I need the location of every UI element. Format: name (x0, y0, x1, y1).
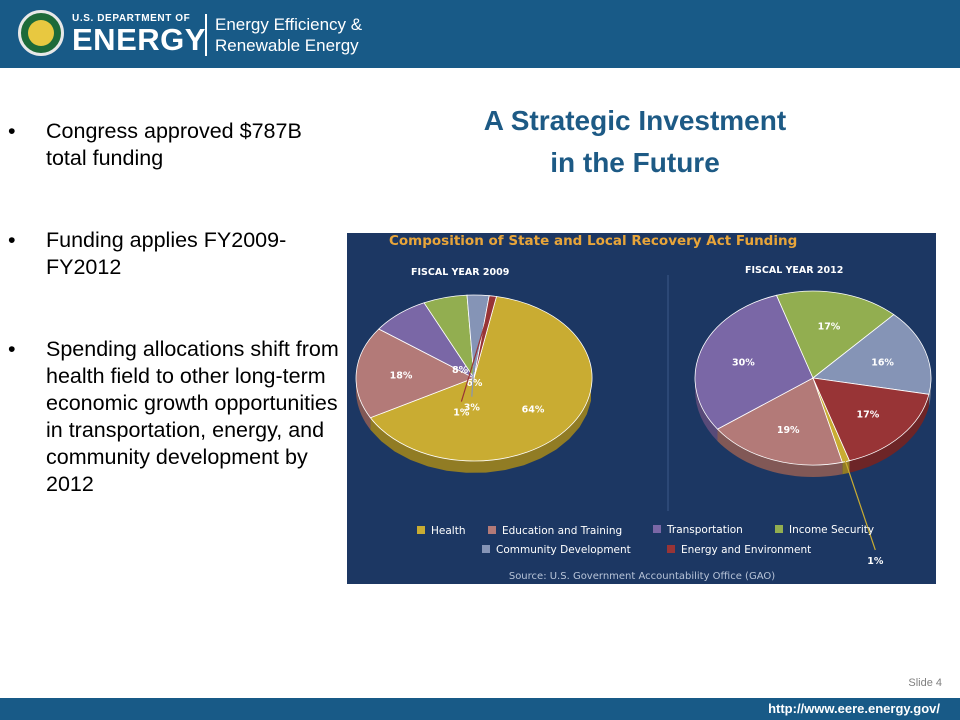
department-label: U.S. DEPARTMENT OF (72, 13, 191, 24)
bullet-item: • Funding applies FY2009-FY2012 (8, 227, 348, 281)
header-bar: U.S. DEPARTMENT OF ENERGY Energy Efficie… (0, 0, 960, 68)
pie-leader-0-3 (446, 303, 475, 373)
bullet-text: Funding applies FY2009-FY2012 (46, 228, 287, 279)
office-name: Energy Efficiency & Renewable Energy (215, 14, 362, 56)
legend-label-5: Energy and Environment (681, 544, 811, 556)
pie-label-1-5: 17% (857, 410, 880, 421)
recovery-funding-chart: Composition of State and Local Recovery … (347, 233, 936, 584)
pie-side-1-0 (842, 460, 850, 475)
legend-label-1: Education and Training (502, 525, 622, 537)
pie-slice-0-1 (355, 328, 475, 419)
legend-swatch-3 (775, 525, 783, 533)
pie-slice-1-3 (775, 290, 895, 379)
pie-title-1: FISCAL YEAR 2012 (745, 265, 843, 276)
pie-side-0-0 (370, 388, 591, 473)
pie-label-0-0: 64% (522, 404, 545, 415)
energy-wordmark: ENERGY (72, 22, 206, 57)
pie-slice-1-1 (716, 377, 843, 466)
slide-title-line1: A Strategic Investment (483, 105, 787, 136)
pie-label-1-1: 19% (777, 425, 800, 436)
office-name-line1: Energy Efficiency & (215, 15, 363, 34)
pie-leader-0-5 (460, 302, 492, 402)
pie-label-1-2: 30% (732, 357, 755, 368)
bullet-text: Congress approved $787B total funding (46, 119, 302, 170)
bullet-marker: • (8, 228, 16, 252)
bullet-item: • Congress approved $787B total funding (8, 118, 348, 172)
legend-label-0: Health (431, 525, 465, 537)
slide-number: Slide 4 (908, 677, 942, 689)
legend-swatch-5 (667, 545, 675, 553)
slide-title: A Strategic Investment in the Future (400, 100, 870, 184)
pie-leader-0-4 (471, 301, 479, 397)
pie-slice-1-5 (812, 377, 930, 462)
chart-svg: Composition of State and Local Recovery … (347, 233, 936, 584)
pie-slice-0-5 (473, 295, 498, 379)
bullet-list: • Congress approved $787B total funding •… (8, 118, 348, 498)
pie-leader-1-0 (842, 454, 876, 551)
bullet-marker: • (8, 337, 16, 361)
pie-slice-1-4 (812, 314, 932, 395)
slide-title-line2: in the Future (550, 147, 720, 178)
pie-title-0: FISCAL YEAR 2009 (411, 267, 509, 278)
pie-slice-0-0 (369, 296, 593, 462)
footer-bar: http://www.eere.energy.gov/ (0, 698, 960, 720)
pie-side-1-2 (695, 378, 718, 442)
pie-label-1-0: 1% (867, 556, 884, 567)
doe-seal-icon (18, 10, 64, 56)
pie-side-1-5 (849, 394, 929, 473)
legend-swatch-0 (417, 526, 425, 534)
legend-label-2: Transportation (666, 524, 743, 536)
office-name-line2: Renewable Energy (215, 36, 359, 55)
pie-label-0-2: 8% (452, 365, 469, 376)
footer-url: http://www.eere.energy.gov/ (768, 701, 940, 716)
bullet-item: • Spending allocations shift from health … (8, 336, 348, 498)
pie-label-1-3: 17% (818, 321, 841, 332)
chart-title: Composition of State and Local Recovery … (389, 233, 797, 249)
pie-side-0-1 (356, 376, 371, 430)
legend-label-3: Income Security (789, 524, 874, 536)
bullet-marker: • (8, 119, 16, 143)
legend-swatch-1 (488, 526, 496, 534)
pie-label-1-4: 16% (871, 357, 894, 368)
legend-swatch-2 (653, 525, 661, 533)
pie-slice-1-2 (694, 294, 814, 430)
pie-label-0-3: 6% (466, 378, 483, 389)
legend-label-4: Community Development (496, 544, 631, 556)
pie-leader-0-2 (404, 318, 461, 360)
chart-source: Source: U.S. Government Accountability O… (509, 571, 775, 582)
pie-label-0-1: 18% (390, 371, 413, 382)
pie-side-1-4 (928, 379, 931, 407)
pie-label-0-4: 3% (464, 403, 481, 414)
bullet-text: Spending allocations shift from health f… (46, 337, 339, 496)
legend-swatch-4 (482, 545, 490, 553)
header-divider (205, 14, 207, 56)
pie-label-0-5: 1% (453, 408, 470, 419)
